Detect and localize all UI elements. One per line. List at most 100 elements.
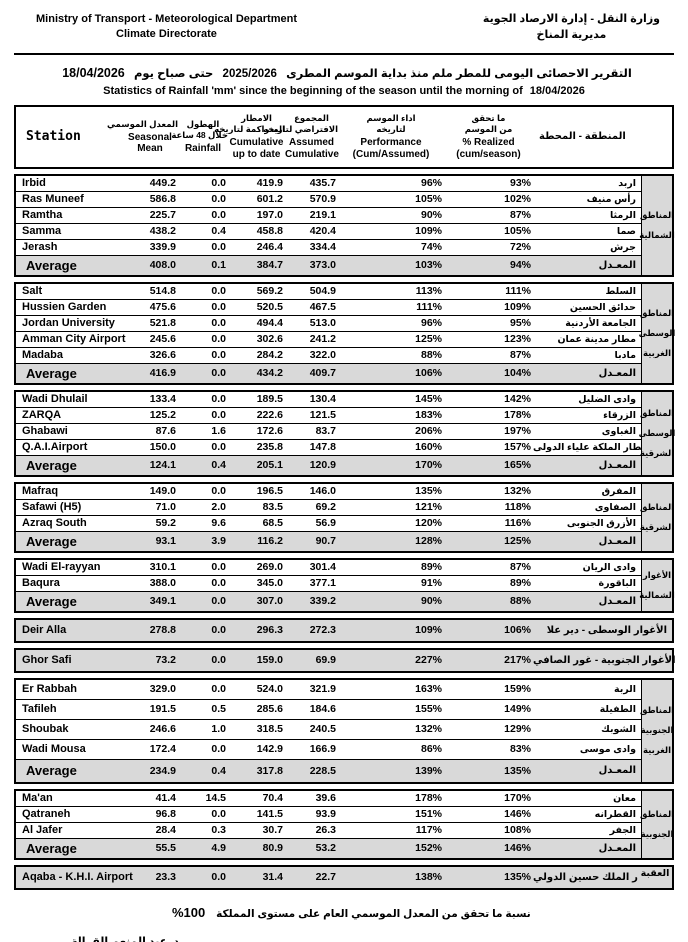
station-name-en: Average (26, 840, 77, 856)
value-cell: 120.9 (309, 459, 336, 472)
org-ar-line2: مديرية المناخ (536, 28, 607, 41)
station-name-ar: الشوبك (601, 723, 636, 735)
value-cell: 321.9 (309, 683, 336, 696)
value-cell: 87% (509, 209, 531, 222)
value-cell: 0.0 (211, 285, 226, 298)
group-rows: Wadi El-rayyan 310.1 0.0 269.0 301.4 89% 87% وا… (16, 560, 641, 611)
value-cell: 139% (415, 764, 442, 777)
group-rows: Ghor Safi 73.2 0.0 159.0 69.9 227% 217% الأغوار… (16, 649, 676, 671)
value-cell: 83.7 (315, 425, 336, 438)
value-cell: 196.5 (256, 485, 283, 498)
average-row: Average 408.0 0.1 384.7 373.0 103% 94% المعـدل (16, 255, 641, 275)
station-name-en: Wadi Dhulail (22, 393, 88, 406)
station-row: Q.A.I.Airport 150.0 0.0 235.8 147.8 160% 157% م… (16, 440, 648, 456)
value-cell: 56.9 (315, 517, 336, 530)
note-percentage-value: %100 (172, 904, 206, 920)
value-cell: 0.5 (211, 703, 226, 716)
value-cell: 172.6 (256, 425, 283, 438)
value-cell: 504.9 (309, 285, 336, 298)
value-cell: 89% (509, 577, 531, 590)
column-header: الهطول خلال 48 ساعة Rainfall (171, 119, 228, 155)
value-cell: 0.0 (211, 485, 226, 498)
value-cell: 124.1 (149, 459, 176, 472)
value-cell: 121% (415, 501, 442, 514)
station-name-ar: مادبا (614, 349, 636, 361)
station-name-ar: الجامعة الأردنية (565, 317, 636, 329)
report-date-english: 18/04/2026 (529, 84, 585, 97)
value-cell: 234.9 (149, 764, 176, 777)
station-name-ar: الأزرق الجنوبى (566, 517, 636, 529)
value-cell: 0.1 (211, 259, 226, 272)
station-name-en: Samma (22, 225, 62, 238)
region-label-word: الجنوبية (640, 725, 674, 736)
group-rows: Wadi Dhulail 133.4 0.0 189.5 130.4 145% 142% وا… (16, 392, 648, 475)
column-header: اداء الموسم لتاريخه Performance (Cum/Assu… (338, 113, 444, 160)
value-cell: 89% (420, 561, 442, 574)
station-name-en: Q.A.I.Airport (22, 441, 88, 454)
value-cell: 3.9 (211, 535, 226, 548)
station-name-ar: القطرانه (594, 808, 636, 820)
station-name-en: Average (26, 593, 77, 609)
org-ar-line1: وزارة النقل - إدارة الارصاد الجوية (482, 13, 660, 25)
value-cell: 0.0 (211, 301, 226, 314)
station-name-ar: الباقورة (598, 577, 636, 589)
value-cell: 227% (415, 654, 442, 667)
value-cell: 302.6 (256, 333, 283, 346)
average-row: Average 416.9 0.0 434.2 409.7 106% 104% المعـدل (16, 363, 641, 383)
value-cell: 71.0 (155, 501, 176, 514)
station-name-en: Shoubak (22, 723, 69, 736)
single-station-box: Ghor Safi 73.2 0.0 159.0 69.9 227% 217% الأغوار… (14, 647, 676, 673)
value-cell: 83.5 (262, 501, 283, 514)
region-label-word: الشمالية (639, 229, 675, 240)
value-cell: 102% (504, 193, 531, 206)
station-row: Al Jafer 28.4 0.3 30.7 26.3 117% 108% الجفر (16, 823, 641, 839)
value-cell: 111% (505, 285, 531, 298)
value-cell: 130.4 (309, 393, 336, 406)
value-cell: 118% (504, 501, 531, 514)
value-cell: 570.9 (309, 193, 336, 206)
value-cell: 0.0 (211, 333, 226, 346)
value-cell: 191.5 (149, 703, 176, 716)
station-name-ar: الرمثا (609, 209, 636, 221)
station-name-en: Al Jafer (22, 824, 63, 837)
region-label-word: المناطق (639, 808, 675, 819)
value-cell: 163% (415, 683, 442, 696)
station-name-ar: وادى موسى (579, 743, 636, 755)
value-cell: 521.8 (149, 317, 176, 330)
station-row: Ramtha 225.7 0.0 197.0 219.1 90% 87% الرمثا (16, 208, 641, 224)
group-rows: Mafraq 149.0 0.0 196.5 146.0 135% 132% المفرق Sa… (16, 484, 641, 551)
station-name-ar: المعـدل (598, 842, 636, 854)
column-header-arabic: المجموع الافتراضي لتاريخه (263, 113, 338, 135)
value-cell: 0.0 (211, 209, 226, 222)
value-cell: 30.7 (262, 824, 283, 837)
value-cell: 0.0 (211, 409, 226, 422)
value-cell: 206% (415, 425, 442, 438)
station-name-en: Er Rabbah (22, 683, 78, 696)
column-header-arabic: الامطار المتراكمة لتاريخه (214, 113, 285, 135)
value-cell: 0.0 (211, 317, 226, 330)
value-cell: 9.6 (211, 517, 226, 530)
value-cell: 147.8 (309, 441, 336, 454)
value-cell: 87% (509, 349, 531, 362)
value-cell: 601.2 (256, 193, 283, 206)
station-name-en: Ras Muneef (22, 193, 84, 206)
value-cell: 269.0 (256, 561, 283, 574)
value-cell: 0.0 (211, 654, 226, 667)
value-cell: 0.0 (211, 177, 226, 190)
value-cell: 0.0 (211, 441, 226, 454)
station-name-ar: معان (613, 792, 636, 804)
value-cell: 388.0 (149, 577, 176, 590)
region-group-box: Irbid 449.2 0.0 419.9 435.7 96% 93% اربد Ras Mun… (14, 173, 675, 277)
station-name-ar: وادى الضليل (578, 393, 636, 405)
value-cell: 80.9 (262, 842, 283, 855)
value-cell: 310.1 (149, 561, 176, 574)
station-row: ZARQA 125.2 0.0 222.6 121.5 183% 178% الزرقاء (16, 408, 641, 424)
value-cell: 69.9 (315, 654, 336, 667)
value-cell: 222.6 (256, 409, 283, 422)
average-row: Average 124.1 0.4 205.1 120.9 170% 165% المعـدل (16, 455, 641, 475)
region-label-word: المناطق (639, 501, 675, 512)
single-station-box: Aqaba - K.H.I. Airport 23.3 0.0 31.4 22.7 138… (14, 864, 674, 890)
value-cell: 178% (504, 409, 531, 422)
value-cell: 157% (504, 441, 531, 454)
column-header-arabic: اداء الموسم لتاريخه (366, 113, 416, 135)
